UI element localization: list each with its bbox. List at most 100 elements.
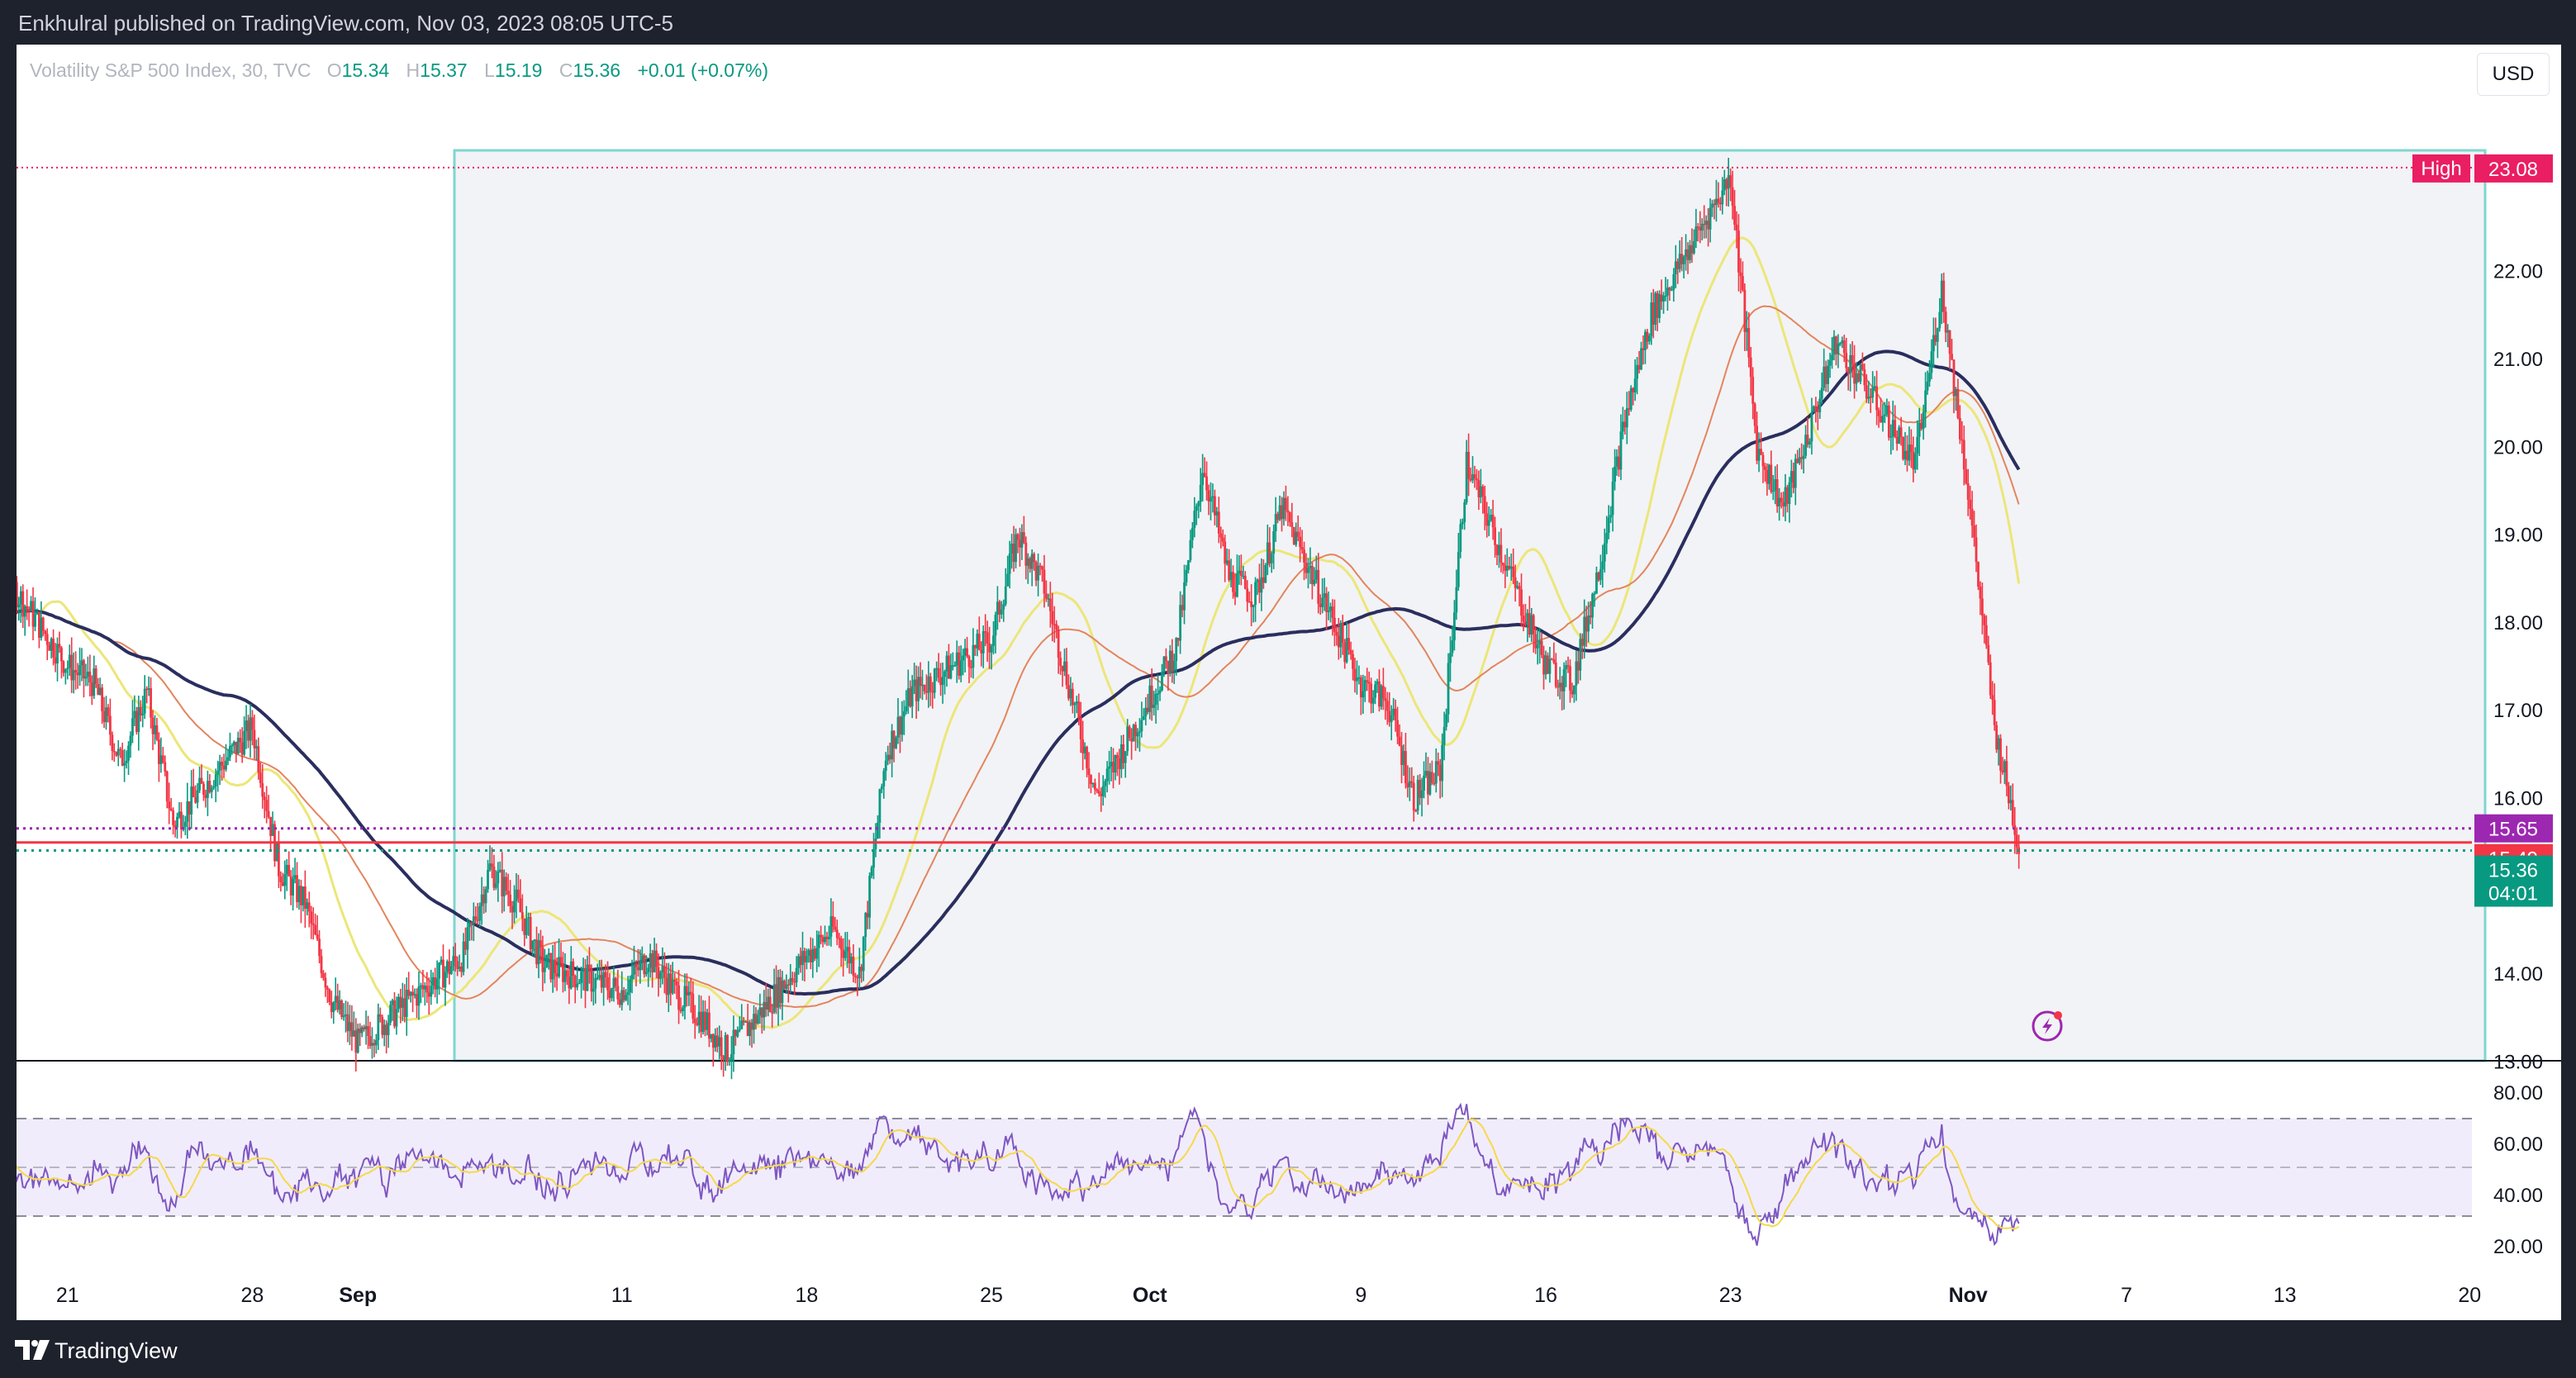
candle-body (356, 1029, 359, 1053)
candle-body (1183, 582, 1186, 611)
candle-body (488, 863, 492, 870)
candle-body (1908, 444, 1911, 461)
candle-body (1713, 203, 1716, 206)
candle-body (1217, 511, 1220, 534)
candle-body (2005, 761, 2008, 786)
candle-body (1704, 221, 1708, 226)
candle-body (1469, 478, 1472, 481)
candle-body (1984, 625, 1988, 645)
candle-body (393, 1000, 396, 1027)
candle-body (738, 1029, 741, 1031)
candle-body (225, 760, 227, 770)
candle-body (1565, 665, 1567, 670)
candle-body (1201, 473, 1205, 485)
candle-body (685, 986, 688, 995)
candle-body (948, 655, 950, 679)
candle-body (279, 876, 283, 882)
flash-icon[interactable] (2032, 1010, 2063, 1042)
chart-svg[interactable]: 22.00 21.00 20.00 19.00 18.00 17.00 16.00 14.00… (17, 45, 2561, 1320)
candle-body (531, 940, 535, 950)
candle-body (93, 668, 96, 696)
candle-body (487, 869, 489, 890)
candle-body (360, 1027, 364, 1034)
candle-body (240, 742, 244, 755)
candle-body (1656, 292, 1659, 318)
candle-body (145, 688, 149, 691)
candle-body (1494, 527, 1496, 545)
candle-body (858, 967, 861, 979)
candle-body (1433, 782, 1436, 785)
candle-body (105, 707, 107, 723)
candle-body (1794, 459, 1797, 488)
candle-body (1172, 661, 1176, 672)
candle-body (562, 962, 564, 982)
candle-body (1637, 364, 1641, 370)
candle-body (1453, 612, 1456, 641)
date-range-box (453, 149, 2487, 1062)
candle-body (214, 774, 217, 786)
candle-body (815, 948, 819, 959)
candle-body (1832, 336, 1836, 355)
candle-body (235, 741, 238, 754)
candle-body (955, 652, 958, 666)
candle-body (667, 973, 670, 995)
candle-body (334, 995, 337, 1003)
legend-high: 15.37 (420, 59, 468, 81)
candle-body (850, 957, 853, 964)
candle-body (807, 950, 810, 957)
candle-body (864, 913, 867, 938)
candle-body (872, 848, 875, 868)
legend-change: +0.01 (+0.07%) (637, 59, 769, 81)
candle-body (1969, 499, 1972, 509)
candle-body (1286, 510, 1290, 513)
candle-body (839, 938, 843, 950)
candle-body (1682, 256, 1685, 264)
candle-body (866, 913, 869, 918)
candle-body (416, 994, 418, 1006)
candle-body (50, 639, 53, 651)
candle-body (1930, 351, 1933, 373)
candle-body (74, 669, 78, 673)
candle-body (198, 777, 201, 791)
candle-body (1699, 227, 1702, 231)
candle-body (687, 991, 691, 995)
candle-body (66, 668, 69, 669)
candle-body (1000, 609, 1003, 615)
candle-body (409, 991, 412, 996)
candle-body (1792, 471, 1795, 488)
candle-body (828, 936, 830, 939)
candle-body (1633, 378, 1637, 392)
candle-body (1465, 451, 1468, 503)
candle-body (80, 660, 83, 666)
candle-body (1471, 474, 1474, 481)
time-axis-label: 23 (1719, 1284, 1742, 1307)
candle-body (1786, 487, 1789, 504)
candle-body (1965, 469, 1968, 483)
candle-body (1593, 593, 1596, 595)
candle-body (196, 790, 199, 803)
candle-body (592, 988, 595, 992)
candle-body (1841, 340, 1844, 344)
candle-body (1760, 449, 1762, 455)
candle-body (1427, 771, 1429, 795)
legend-close: 15.36 (573, 59, 621, 81)
time-axis-label: 13 (2274, 1284, 2297, 1307)
chart-frame: 22.00 21.00 20.00 19.00 18.00 17.00 16.00 14.00… (17, 45, 2561, 1320)
candle-body (1717, 198, 1720, 203)
candle-body (558, 957, 560, 977)
candle-body (338, 1000, 341, 1010)
currency-button[interactable]: USD (2477, 53, 2550, 96)
legend-low: 15.19 (494, 59, 543, 81)
candle-body (862, 937, 865, 972)
candle-body (1148, 685, 1152, 712)
candle-body (135, 710, 138, 733)
candle-body (1609, 515, 1613, 518)
candle-body (1605, 533, 1609, 544)
candle-body (1381, 686, 1385, 699)
candle-body (1775, 479, 1779, 506)
candle-body (1562, 669, 1566, 691)
candle-body (2003, 761, 2006, 772)
candle-body (111, 734, 114, 751)
candle-body (639, 960, 642, 971)
candle-body (1824, 366, 1827, 384)
